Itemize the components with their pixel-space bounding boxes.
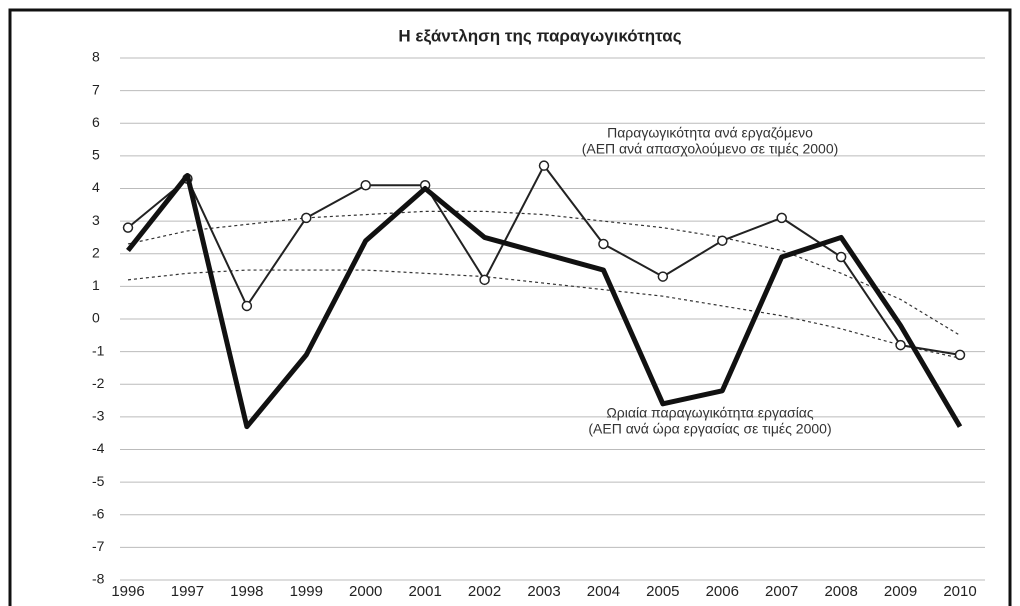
point — [954, 349, 966, 361]
x-tick-label: 2010 — [943, 583, 976, 600]
y-tick-label: -6 — [92, 505, 105, 521]
y-tick-label: 5 — [92, 147, 100, 163]
y-tick-label: 4 — [92, 179, 100, 195]
y-tick-label: 3 — [92, 212, 100, 228]
x-tick-label: 2001 — [408, 583, 441, 600]
y-tick-label: -1 — [92, 342, 105, 358]
x-tick-label: 2008 — [824, 583, 857, 600]
series-label: Ωριαία παραγωγικότητα εργασίας — [606, 405, 814, 421]
y-tick-label: -3 — [92, 408, 105, 424]
series-line — [126, 172, 963, 430]
trend-line — [127, 210, 961, 336]
x-tick-label: 1998 — [230, 583, 263, 600]
y-tick-label: -7 — [92, 538, 105, 554]
point — [479, 274, 490, 286]
x-tick-label: 2009 — [884, 583, 917, 600]
x-tick-label: 1999 — [290, 583, 323, 600]
point — [538, 160, 550, 171]
x-tick-label: 2000 — [349, 583, 382, 600]
point — [301, 212, 312, 224]
y-tick-label: 0 — [92, 310, 100, 326]
point — [241, 300, 253, 312]
point — [717, 235, 728, 246]
y-tick-label: 8 — [92, 49, 100, 65]
y-tick-label: -2 — [92, 375, 105, 391]
x-tick-label: 2004 — [587, 583, 620, 600]
point — [360, 179, 371, 191]
series-note: (ΑΕΠ ανά ώρα εργασίας σε τιμές 2000) — [588, 421, 831, 437]
series-note: (ΑΕΠ ανά απασχολούμενο σε τιμές 2000) — [582, 141, 839, 157]
x-tick-label: 1997 — [171, 583, 204, 600]
y-tick-label: 1 — [92, 277, 100, 293]
x-tick-label: 2007 — [765, 583, 798, 600]
x-tick-label: 2003 — [527, 583, 560, 600]
point — [776, 212, 787, 224]
y-tick-label: -4 — [92, 440, 105, 456]
point — [657, 271, 669, 282]
trend-line — [127, 269, 961, 359]
point — [598, 238, 609, 250]
x-tick-label: 1996 — [111, 583, 144, 600]
x-tick-label: 2002 — [468, 583, 501, 600]
frame — [8, 8, 1012, 606]
point — [835, 251, 847, 263]
y-tick-label: -5 — [92, 473, 105, 489]
y-tick-label: 2 — [92, 244, 100, 260]
y-tick-label: -8 — [92, 571, 105, 587]
point — [895, 339, 906, 351]
y-tick-label: 7 — [92, 81, 100, 97]
series-label: Παραγωγικότητα ανά εργαζόμενο — [607, 125, 813, 141]
chart-title: Η εξάντληση της παραγωγικότητας — [398, 26, 681, 45]
x-tick-label: 2005 — [646, 583, 679, 600]
series-line — [127, 164, 961, 356]
x-tick-label: 2006 — [706, 583, 739, 600]
point — [122, 222, 134, 233]
y-tick-label: 6 — [92, 114, 100, 130]
